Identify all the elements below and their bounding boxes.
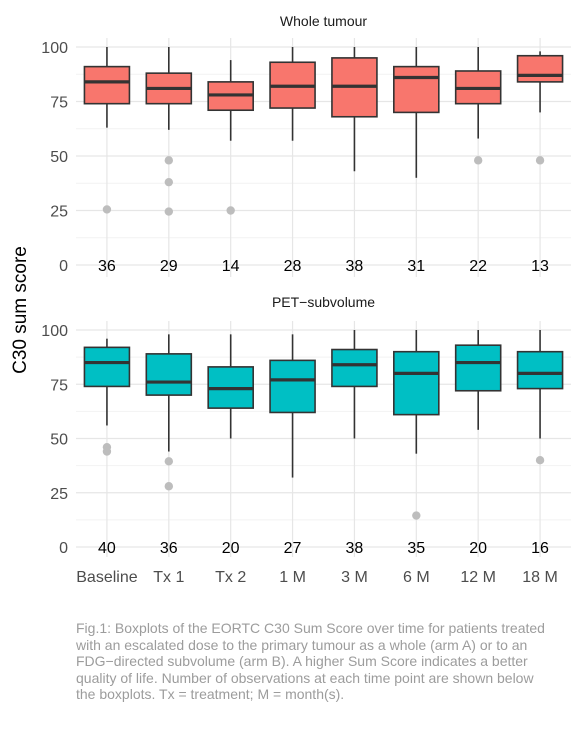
y-axis-label: C30 sum score: [10, 246, 31, 374]
count-label: 31: [407, 258, 425, 275]
count-label: 13: [531, 258, 549, 275]
outlier-point: [164, 207, 174, 216]
figure-caption: Fig.1: Boxplots of the EORTC C30 Sum Sco…: [76, 620, 545, 703]
x-tick-label: 1 M: [279, 569, 306, 586]
y-tick-label: 0: [59, 258, 68, 275]
outlier-point: [102, 447, 112, 456]
count-label: 20: [222, 540, 240, 557]
x-tick-label: 12 M: [460, 569, 496, 586]
y-tick-label: 50: [50, 149, 68, 166]
x-tick-label: 3 M: [341, 569, 368, 586]
outlier-point: [102, 205, 112, 214]
y-tick-label: 0: [59, 540, 68, 557]
panel-title: PET−subvolume: [272, 294, 375, 310]
box: [516, 350, 564, 390]
count-label: 14: [222, 258, 240, 275]
count-label: 29: [160, 258, 178, 275]
x-tick-label: 18 M: [522, 569, 558, 586]
x-tick-label: 6 M: [403, 569, 430, 586]
outlier-point: [535, 456, 545, 465]
outlier-point: [535, 156, 545, 165]
x-tick-label: Tx 2: [215, 569, 246, 586]
x-tick-label: Tx 1: [153, 569, 184, 586]
outlier-point: [412, 511, 421, 520]
outlier-point: [226, 206, 235, 215]
count-label: 38: [346, 540, 364, 557]
y-tick-label: 25: [50, 204, 68, 221]
box: [393, 350, 440, 416]
y-tick-label: 25: [50, 486, 68, 503]
y-tick-label: 50: [50, 432, 68, 449]
y-tick-label: 100: [41, 40, 68, 57]
count-label: 36: [98, 258, 116, 275]
box: [331, 348, 378, 388]
outlier-point: [164, 177, 174, 187]
box: [393, 65, 440, 114]
box: [454, 344, 502, 392]
y-tick-label: 75: [50, 95, 68, 112]
box: [83, 65, 131, 105]
count-label: 35: [407, 540, 425, 557]
count-label: 16: [531, 540, 549, 557]
outlier-point: [164, 457, 174, 466]
x-tick-label: Baseline: [76, 569, 137, 586]
outlier-point: [164, 156, 174, 165]
count-label: 36: [160, 540, 178, 557]
count-label: 38: [346, 258, 364, 275]
count-label: 27: [284, 540, 302, 557]
outlier-point: [473, 156, 483, 165]
y-tick-label: 75: [50, 377, 68, 394]
count-label: 28: [284, 258, 302, 275]
count-label: 40: [98, 540, 116, 557]
count-label: 20: [469, 540, 487, 557]
box: [516, 54, 564, 83]
outlier-point: [164, 482, 174, 491]
box: [269, 359, 316, 414]
panel-title: Whole tumour: [280, 13, 367, 29]
box: [83, 346, 131, 388]
y-tick-label: 100: [41, 323, 68, 340]
box: [145, 353, 193, 396]
count-label: 22: [469, 258, 487, 275]
